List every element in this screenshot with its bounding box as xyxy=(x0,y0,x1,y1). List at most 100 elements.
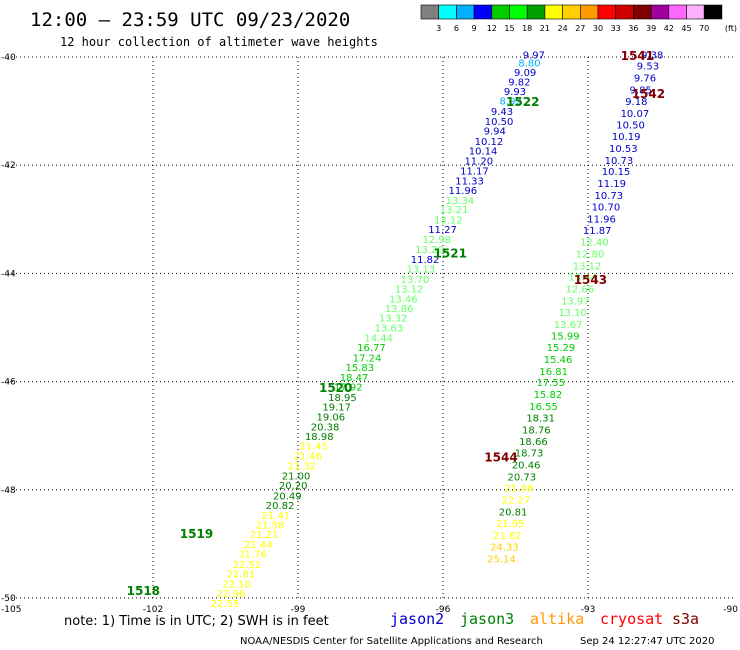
colorbar-label: 30 xyxy=(593,24,603,33)
colorbar-swatch xyxy=(633,4,652,20)
swh-value: 22.27 xyxy=(502,496,531,507)
swh-value: 10.53 xyxy=(609,144,638,155)
swh-value: 9.94 xyxy=(484,127,506,138)
swh-value: 8.92 xyxy=(500,96,522,107)
swh-value: 21.21 xyxy=(250,530,279,541)
colorbar-swatch xyxy=(668,4,687,20)
pass-number: 1544 xyxy=(484,450,517,464)
swh-value: 21.41 xyxy=(261,511,290,522)
swh-value: 9.38 xyxy=(641,50,663,61)
swh-value: 8.80 xyxy=(518,58,540,69)
swh-value: 11.20 xyxy=(464,156,493,167)
colorbar-label: 24 xyxy=(558,24,568,33)
y-tick-label: -40 xyxy=(1,53,16,63)
colorbar-label: 33 xyxy=(611,24,621,33)
swh-value: 13.10 xyxy=(558,308,587,319)
colorbar-swatch xyxy=(509,4,528,20)
swh-value: 13.86 xyxy=(385,304,414,315)
x-tick-label: -102 xyxy=(143,605,163,615)
swh-value: 17.55 xyxy=(536,378,565,389)
x-tick-label: -99 xyxy=(291,605,306,615)
swh-value: 15.99 xyxy=(551,332,580,343)
pass-number: 1521 xyxy=(434,246,467,260)
swh-value: 21.45 xyxy=(299,442,328,453)
swh-value: 21.76 xyxy=(238,550,267,561)
swh-value: 19.17 xyxy=(322,403,351,414)
swh-value: 9.82 xyxy=(508,77,530,88)
colorbar-label: 70 xyxy=(699,24,709,33)
chart-title: 12:00 – 23:59 UTC 09/23/2020 xyxy=(30,9,350,31)
swh-value: 13.13 xyxy=(406,265,435,276)
x-tick-label: -96 xyxy=(436,605,451,615)
swh-value: 13.63 xyxy=(375,324,404,335)
legend-altika: altika xyxy=(530,610,584,628)
pass-number: 1519 xyxy=(180,527,213,541)
swh-value: 15.82 xyxy=(534,390,563,401)
swh-value: 22.52 xyxy=(232,560,261,571)
colorbar-swatch xyxy=(597,4,617,20)
swh-value: 10.73 xyxy=(605,156,634,167)
swh-value: 11.27 xyxy=(428,225,457,236)
colorbar-swatch xyxy=(526,4,546,20)
colorbar: 3 6 9 12 15 18 21 24 27 30 33 36 39 42 45 70 (ft) xyxy=(420,4,737,33)
swh-value: 21.95 xyxy=(496,519,525,530)
swh-value: 14.44 xyxy=(364,333,393,344)
pass-number: 1518 xyxy=(127,584,160,598)
swh-value: 25.14 xyxy=(487,555,516,566)
chart-subtitle: 12 hour collection of altimeter wave hei… xyxy=(60,35,378,49)
swh-value: 10.70 xyxy=(592,202,621,213)
colorbar-label: 12 xyxy=(487,24,497,33)
swh-value: 20.20 xyxy=(279,481,308,492)
swh-value: 11.82 xyxy=(411,255,440,266)
swh-value: 13.20 xyxy=(415,245,444,256)
colorbar-swatch xyxy=(420,4,440,20)
x-tick-label: -105 xyxy=(1,605,21,615)
legend-cryosat: cryosat xyxy=(600,610,663,628)
swh-value: 21.62 xyxy=(493,531,522,542)
colorbar-swatch xyxy=(615,4,634,20)
colorbar-swatch xyxy=(456,4,475,20)
swh-value: 13.97 xyxy=(561,297,590,308)
pass-labels: 1541 1542 1522 1521 1543 1520 1544 1519 1518 xyxy=(127,49,665,598)
colorbar-swatch xyxy=(579,4,599,20)
satellite-legend: jason2 jason3 altika cryosat s3a xyxy=(390,610,699,628)
swh-value: 22.55 xyxy=(211,599,240,610)
swh-value: 12.66 xyxy=(565,285,594,296)
colorbar-label: 42 xyxy=(664,24,674,33)
swh-value: 11.17 xyxy=(460,167,489,178)
swh-value: 15.29 xyxy=(547,343,576,354)
colorbar-label: 15 xyxy=(504,24,514,33)
swh-value: 10.73 xyxy=(594,191,623,202)
swh-value: 9.97 xyxy=(523,50,545,61)
swh-value: 18.31 xyxy=(526,413,555,424)
swh-value: 20.49 xyxy=(273,491,302,502)
colorbar-label: 27 xyxy=(575,24,585,33)
swh-value: 18.95 xyxy=(328,393,357,404)
colorbar-label: 45 xyxy=(681,24,691,33)
swh-value: 24.33 xyxy=(490,543,519,554)
colorbar-label: 9 xyxy=(472,24,477,33)
swh-value: 10.14 xyxy=(469,147,498,158)
swh-value: 13.21 xyxy=(440,205,469,216)
colorbar-swatch xyxy=(703,4,723,20)
swh-value: 10.19 xyxy=(612,132,641,143)
pass-number: 1520 xyxy=(319,381,352,395)
swh-value: 22.10 xyxy=(222,579,251,590)
colorbar-swatch xyxy=(562,4,581,20)
swh-value: 9.85 xyxy=(630,86,652,97)
swh-value: 10.15 xyxy=(602,167,631,178)
swh-value: 11.96 xyxy=(448,186,477,197)
swh-value: 20.38 xyxy=(311,423,340,434)
swh-value: 17.92 xyxy=(334,383,363,394)
y-tick-label: -48 xyxy=(1,486,16,496)
swh-value: 9.53 xyxy=(637,62,659,73)
swh-value: 18.76 xyxy=(522,425,551,436)
timestamp: Sep 24 12:27:47 UTC 2020 xyxy=(580,636,714,647)
swh-value: 10.50 xyxy=(616,121,645,132)
footnote: note: 1) Time is in UTC; 2) SWH is in fe… xyxy=(64,614,329,629)
colorbar-swatch xyxy=(438,4,457,20)
colorbar-swatch xyxy=(473,4,493,20)
swh-value: 20.81 xyxy=(499,508,528,519)
legend-jason3: jason3 xyxy=(460,610,514,628)
